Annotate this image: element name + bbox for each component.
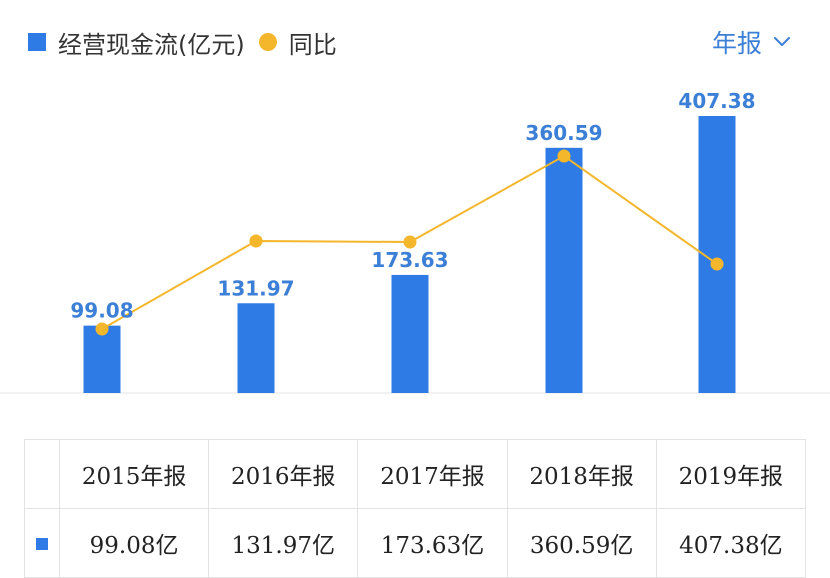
table-header-row: 2015年报 2016年报 2017年报 2018年报 2019年报 bbox=[24, 439, 807, 509]
table-cell: 131.97亿 bbox=[208, 508, 359, 578]
legend-item-cashflow[interactable]: 经营现金流(亿元) bbox=[28, 25, 245, 60]
bar-value-label: 173.63 bbox=[371, 248, 448, 272]
table-header-cell: 2019年报 bbox=[655, 439, 807, 509]
bar-series-square-icon bbox=[36, 538, 48, 550]
bar-value-label: 360.59 bbox=[525, 121, 602, 145]
bar-swatch-icon bbox=[28, 33, 46, 51]
bar-2016年报[interactable] bbox=[237, 303, 275, 393]
line-swatch-icon bbox=[258, 33, 277, 51]
yoy-point[interactable] bbox=[403, 235, 417, 249]
bar-2015年报[interactable] bbox=[83, 325, 121, 393]
header-blank-cell bbox=[24, 439, 60, 509]
table-cell: 173.63亿 bbox=[357, 508, 508, 578]
yoy-point[interactable] bbox=[557, 149, 571, 163]
cashflow-chart: 99.08 131.97 173.63 360.59 407.38 bbox=[0, 89, 830, 394]
table-cell: 407.38亿 bbox=[655, 508, 807, 578]
bar-2017年报[interactable] bbox=[391, 274, 429, 393]
series-marker-cell bbox=[24, 508, 60, 578]
table-header-cell: 2016年报 bbox=[208, 439, 359, 509]
yoy-point[interactable] bbox=[249, 234, 263, 248]
chevron-down-icon bbox=[774, 37, 790, 46]
table-header-cell: 2017年报 bbox=[357, 439, 508, 509]
chart-legend: 经营现金流(亿元) 同比 bbox=[28, 22, 351, 62]
yoy-point[interactable] bbox=[95, 322, 109, 336]
table-cell: 99.08亿 bbox=[58, 508, 210, 578]
bar-value-label: 407.38 bbox=[678, 89, 755, 113]
table-row: 99.08亿 131.97亿 173.63亿 360.59亿 407.38亿 bbox=[24, 508, 807, 578]
period-label: 年报 bbox=[711, 29, 762, 58]
table-header-cell: 2018年报 bbox=[506, 439, 657, 509]
bar-value-label: 131.97 bbox=[217, 276, 294, 300]
yoy-point[interactable] bbox=[710, 257, 724, 271]
period-dropdown[interactable]: 年报 bbox=[712, 22, 790, 62]
legend-label-cashflow: 经营现金流(亿元) bbox=[58, 30, 245, 59]
data-table: 2015年报 2016年报 2017年报 2018年报 2019年报 99.08… bbox=[24, 439, 807, 578]
bar-value-label: 99.08 bbox=[70, 299, 133, 323]
table-cell: 360.59亿 bbox=[506, 508, 657, 578]
table-header-cell: 2015年报 bbox=[58, 439, 210, 509]
legend-item-yoy[interactable]: 同比 bbox=[258, 25, 337, 60]
legend-label-yoy: 同比 bbox=[288, 30, 337, 59]
bar-2018年报[interactable] bbox=[545, 147, 583, 393]
